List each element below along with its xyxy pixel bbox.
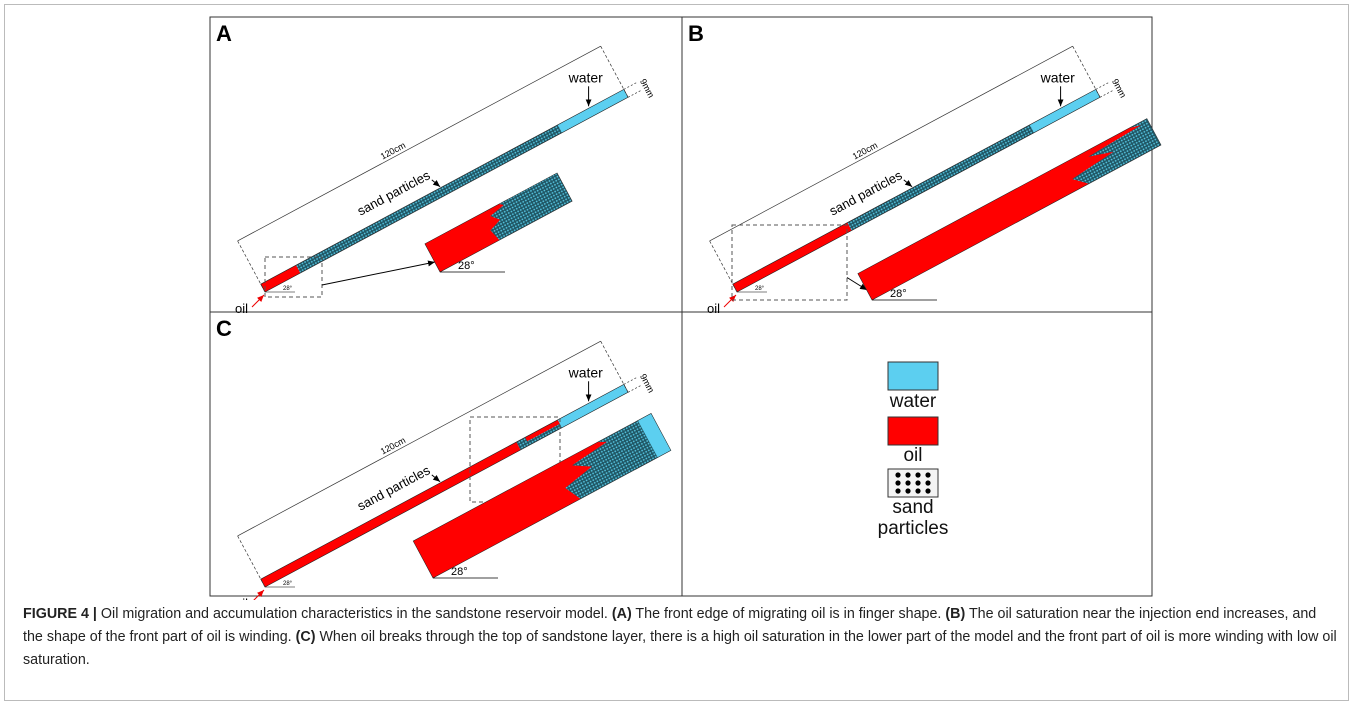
- legend-label: oil: [868, 445, 958, 466]
- dot: [895, 472, 900, 477]
- dot: [905, 480, 910, 485]
- thickness-label: 9mm: [638, 372, 656, 394]
- oil-arrow: [724, 295, 736, 307]
- panel-label: A: [216, 21, 232, 46]
- legend-water-swatch: [888, 362, 938, 390]
- oil-arrow: [252, 590, 264, 600]
- caption-segment: (B): [945, 606, 965, 622]
- figure: A 120cm 9mm sand particles water oil 28° 28° B 12…: [0, 0, 1355, 600]
- extension-line: [1100, 91, 1112, 98]
- angle-label-small: 28°: [283, 581, 293, 587]
- extension-line: [1096, 83, 1108, 90]
- length-label: 120cm: [379, 140, 408, 162]
- sand-arrow: [432, 473, 440, 484]
- panel: C 120cm 9mm sand particles water oil 28° 28°: [216, 316, 671, 600]
- dot: [905, 472, 910, 477]
- caption-segment: (A): [612, 606, 632, 622]
- sand-arrow: [904, 178, 912, 189]
- oil-arrow: [252, 295, 264, 307]
- water-label: water: [1040, 69, 1076, 85]
- water-layer: [558, 384, 628, 427]
- caption-segment: The front edge of migrating oil is in fi…: [632, 606, 946, 622]
- oil-label: oil: [707, 301, 720, 316]
- dot: [915, 472, 920, 477]
- sand-label: sand particles: [827, 167, 905, 218]
- oil-label: oil: [235, 301, 248, 316]
- dot: [905, 488, 910, 493]
- caption-segment: FIGURE 4 |: [23, 606, 97, 622]
- dot: [915, 480, 920, 485]
- figure-border: [210, 17, 1152, 596]
- extension-line: [628, 91, 640, 98]
- thickness-label: 9mm: [638, 77, 656, 99]
- water-layer: [558, 89, 628, 132]
- extension-line: [624, 83, 636, 90]
- dot: [895, 480, 900, 485]
- thickness-label: 9mm: [1110, 77, 1128, 99]
- oil-label: oil: [235, 596, 248, 600]
- water-layer: [1030, 89, 1100, 132]
- dot: [895, 488, 900, 493]
- panel-label: C: [216, 316, 232, 341]
- panel-label: B: [688, 21, 704, 46]
- dot: [925, 488, 930, 493]
- sand-label: sand particles: [355, 462, 433, 513]
- dot: [925, 472, 930, 477]
- caption-segment: Oil migration and accumulation character…: [97, 606, 612, 622]
- water-label: water: [568, 364, 604, 380]
- sand-label: sand particles: [355, 167, 433, 218]
- caption: FIGURE 4 | Oil migration and accumulatio…: [23, 603, 1338, 672]
- water-label: water: [568, 69, 604, 85]
- angle-label: 28°: [890, 288, 907, 300]
- extension-line: [628, 386, 640, 393]
- legend-label: water: [868, 391, 958, 412]
- legend-label: sand particles: [868, 497, 958, 539]
- angle-label-small: 28°: [283, 286, 293, 292]
- extension-line: [624, 378, 636, 385]
- angle-label-small: 28°: [755, 286, 765, 292]
- dot: [915, 488, 920, 493]
- dot: [925, 480, 930, 485]
- oil-layer: [733, 223, 852, 292]
- sand-arrow: [432, 178, 440, 189]
- length-label: 120cm: [851, 140, 880, 162]
- angle-label: 28°: [451, 566, 468, 578]
- length-label: 120cm: [379, 435, 408, 457]
- legend-oil-swatch: [888, 417, 938, 445]
- angle-label: 28°: [458, 260, 475, 272]
- page: A 120cm 9mm sand particles water oil 28° 28° B 12…: [0, 0, 1355, 707]
- zoom-arrow: [322, 262, 435, 285]
- oil-layer: [261, 265, 301, 292]
- panel: B 120cm 9mm sand particles water oil 28° 28°: [688, 21, 1161, 316]
- panel: A 120cm 9mm sand particles water oil 28° 28°: [216, 21, 656, 316]
- caption-segment: (C): [296, 629, 316, 645]
